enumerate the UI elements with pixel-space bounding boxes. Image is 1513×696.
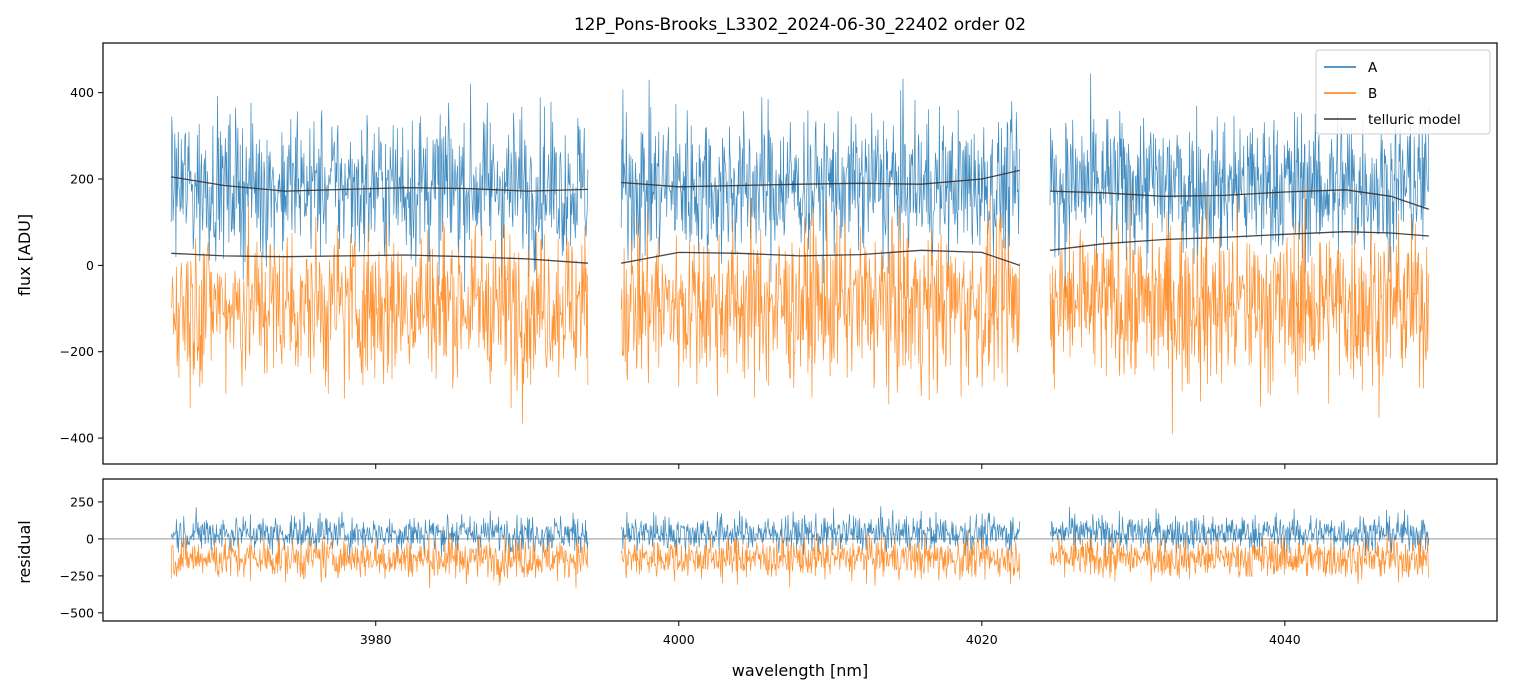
bottom-panel: −500 −250 0 250 3980 4000 4020 4040 residual w…	[15, 478, 1498, 680]
series-a-segment-2	[620, 78, 1021, 284]
telluric-model-curve-4	[621, 249, 1020, 267]
series-b-segment-1	[170, 530, 589, 589]
top-ytick-label-4: 400	[70, 85, 94, 100]
series-b-segment-1	[170, 201, 589, 424]
top-panel: −400 −200 0 200 400 flux [ADU]	[15, 42, 1498, 469]
bottom-y-axis: −500 −250 0 250	[60, 494, 103, 620]
telluric-model-curve-1	[171, 176, 588, 192]
legend-box	[1315, 49, 1491, 135]
bottom-ytick-label-3: 250	[70, 494, 94, 509]
top-ytick-label-1: −200	[60, 344, 94, 359]
bottom-ytick-label-2: 0	[86, 531, 94, 546]
top-ytick-label-3: 200	[70, 172, 94, 187]
series-b-segment-3	[1049, 184, 1430, 435]
telluric-model-curve-2	[171, 252, 588, 264]
bottom-axes-frame	[102, 478, 1498, 622]
series-b-segment-3	[1049, 534, 1430, 585]
bottom-ytick-label-0: −500	[60, 605, 94, 620]
series-b-segment-2	[620, 531, 1021, 588]
top-y-axis-label: flux [ADU]	[15, 214, 34, 296]
telluric-model-curve-5	[1049, 189, 1430, 210]
x-axis-label: wavelength [nm]	[732, 661, 869, 680]
bottom-xtick-label-0: 3980	[360, 632, 392, 647]
bottom-xtick-label-2: 4020	[966, 632, 998, 647]
chart-title: 12P_Pons-Brooks_L3302_2024-06-30_22402 o…	[574, 15, 1026, 35]
bottom-xtick-label-1: 4000	[663, 632, 695, 647]
series-b-segment-2	[620, 195, 1021, 405]
top-y-axis: −400 −200 0 200 400	[60, 85, 103, 446]
top-x-axis	[375, 464, 1286, 469]
series-a-segment-1	[170, 83, 589, 293]
telluric-model-curve-6	[1049, 231, 1429, 251]
legend: A B telluric model	[1315, 49, 1491, 135]
bottom-ytick-label-1: −250	[60, 568, 94, 583]
series-a-segment-3	[1049, 73, 1430, 294]
legend-label-b: B	[1368, 86, 1377, 102]
bottom-x-axis: 3980 4000 4020 4040	[360, 621, 1301, 647]
legend-label-a: A	[1368, 60, 1378, 76]
top-plot-area	[170, 73, 1430, 435]
telluric-model-curve-3	[621, 169, 1020, 188]
top-ytick-label-2: 0	[86, 258, 94, 273]
top-axes-frame	[102, 42, 1498, 465]
series-a-segment-1	[170, 507, 589, 559]
series-a-segment-3	[1049, 506, 1430, 558]
bottom-plot-area	[103, 506, 1497, 589]
bottom-xtick-label-3: 4040	[1269, 632, 1301, 647]
legend-label-telluric: telluric model	[1368, 112, 1461, 128]
series-a-segment-2	[620, 506, 1021, 558]
top-ytick-label-0: −400	[60, 431, 94, 446]
bottom-y-axis-label: residual	[15, 520, 34, 583]
